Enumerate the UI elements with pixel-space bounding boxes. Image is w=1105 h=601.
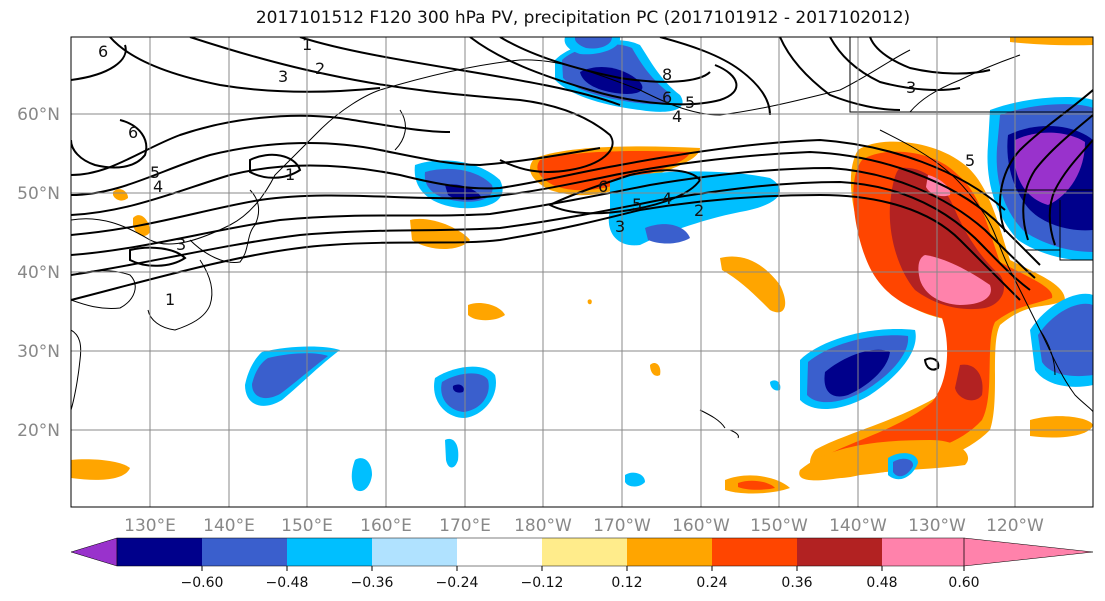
contour-label: 5 — [150, 163, 160, 182]
lon-label: 160°E — [360, 516, 412, 536]
colorbar-tick-label: 0.48 — [866, 575, 897, 591]
pv-contour-labels: 6 1 2 3 6 5 4 1 3 8 6 5 4 6 5 4 3 2 3 5 … — [98, 35, 975, 309]
colorbar-swatch — [457, 538, 542, 566]
lon-label: 150°E — [281, 516, 333, 536]
lon-label: 140°E — [203, 516, 255, 536]
lon-label: 140°W — [829, 516, 887, 536]
contour-label: 5 — [632, 195, 642, 214]
contour-label: 1 — [302, 35, 312, 54]
colorbar-swatch — [882, 538, 964, 566]
colorbar-swatch — [542, 538, 627, 566]
contour-label: 6 — [662, 88, 672, 107]
lon-label: 180°W — [514, 516, 572, 536]
contour-label: 3 — [176, 235, 186, 254]
contour-label: 4 — [662, 189, 672, 208]
contour-label: 1 — [165, 290, 175, 309]
gridlines — [71, 37, 1093, 507]
contour-label: 4 — [672, 107, 682, 126]
colorbar-swatch — [627, 538, 712, 566]
colorbar-extend-max — [963, 537, 1094, 567]
lat-label: 30°N — [17, 342, 60, 362]
colorbar-tick-label: 0.24 — [696, 575, 727, 591]
latitude-labels: 60°N 50°N 40°N 30°N 20°N — [17, 105, 60, 441]
contour-label: 2 — [315, 59, 325, 78]
colorbar-tick-label: −0.36 — [351, 575, 394, 591]
longitude-labels: 130°E 140°E 150°E 160°E 170°E 180°W 170°… — [124, 516, 1044, 536]
lon-label: 130°E — [124, 516, 176, 536]
lat-label: 60°N — [17, 105, 60, 125]
colorbar-tick-label: 0.36 — [781, 575, 812, 591]
contour-label: 8 — [662, 65, 672, 84]
contour-label: 3 — [278, 67, 288, 86]
contour-label: 3 — [906, 78, 916, 97]
lat-label: 40°N — [17, 263, 60, 283]
map-title: 2017101512 F120 300 hPa PV, precipitatio… — [255, 8, 911, 28]
contour-label: 6 — [598, 177, 608, 196]
contour-label: 6 — [128, 123, 138, 142]
contour-label: 5 — [965, 151, 975, 170]
pv-contours — [71, 37, 1093, 371]
lon-label: 170°W — [593, 516, 651, 536]
colorbar-swatch — [202, 538, 287, 566]
colorbar-swatch — [797, 538, 882, 566]
colorbar-tick-label: −0.48 — [266, 575, 309, 591]
lon-label: 150°W — [750, 516, 808, 536]
colorbar-tick-label: −0.12 — [521, 575, 564, 591]
lon-label: 170°E — [439, 516, 491, 536]
lon-label: 160°W — [672, 516, 730, 536]
contour-label: 3 — [615, 217, 625, 236]
colorbar-tick-label: −0.60 — [181, 575, 224, 591]
colorbar-tick-label: 0.12 — [611, 575, 642, 591]
contour-label: 4 — [153, 177, 163, 196]
lat-label: 50°N — [17, 184, 60, 204]
lon-label: 120°W — [986, 516, 1044, 536]
colorbar-extend-min — [70, 537, 118, 567]
contour-label: 2 — [694, 201, 704, 220]
colorbar: −0.60 −0.48 −0.36 −0.24 −0.12 0.12 0.24 … — [70, 537, 1094, 591]
colorbar-swatch — [117, 538, 202, 566]
lat-label: 20°N — [17, 421, 60, 441]
colorbar-swatch — [712, 538, 797, 566]
colorbar-tick-label: −0.24 — [436, 575, 479, 591]
map-frame — [70, 36, 1094, 508]
colorbar-swatch — [287, 538, 372, 566]
contour-label: 5 — [685, 93, 695, 112]
colorbar-tick-label: 0.60 — [948, 575, 979, 591]
colorbar-swatch — [372, 538, 457, 566]
contour-label: 1 — [285, 165, 295, 184]
contour-label: 6 — [98, 42, 108, 61]
lon-label: 130°W — [908, 516, 966, 536]
